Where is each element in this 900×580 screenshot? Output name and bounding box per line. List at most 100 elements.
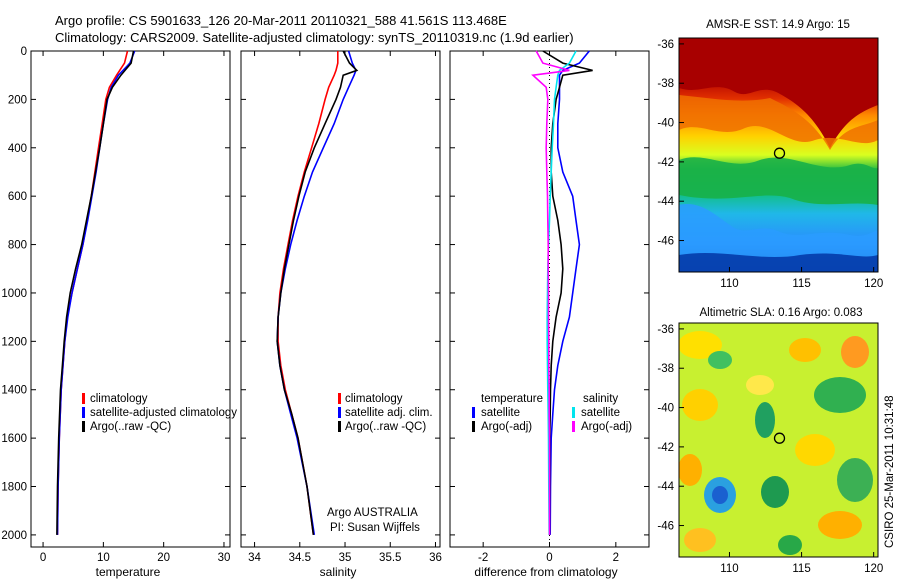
- sla-feature: [679, 331, 722, 359]
- sst-map-ytick-label: -38: [657, 78, 674, 90]
- salinity-profile-xtick-label: 35.5: [379, 552, 401, 564]
- legend-swatch-satellite-adjusted: [82, 407, 85, 418]
- legend-label-temp-satellite: satellite: [481, 407, 520, 419]
- difference-profile-series-salinity-argo-adj-: [531, 50, 570, 535]
- header-line-2: Climatology: CARS2009. Satellite-adjuste…: [55, 30, 574, 45]
- sla-map-ytick-label: -40: [657, 403, 674, 415]
- sst-map-ytick-label: -42: [657, 157, 674, 169]
- legend-label-satellite-adjusted: satellite-adjusted climatology: [90, 407, 237, 419]
- difference-legend: temperature satellite Argo(-adj) salinit…: [472, 393, 632, 433]
- sla-feature: [837, 458, 873, 502]
- annotation-pi: PI: Susan Wijffels: [330, 522, 420, 534]
- sla-map-ytick-label: -36: [657, 324, 674, 336]
- legend-label-sal-satellite: satellite: [581, 407, 620, 419]
- legend-swatch-climatology: [338, 393, 341, 404]
- salinity-profile-xtick-label: 34: [248, 552, 261, 564]
- sla-map-xtick-label: 115: [792, 563, 810, 575]
- depth-tick-label: 1600: [1, 433, 27, 445]
- difference-profile-xtick-label: 0: [546, 552, 552, 564]
- difference-profile-series-temperature-argo-adj-: [542, 50, 593, 535]
- legend-swatch-argo: [338, 421, 341, 432]
- credit-stamp: CSIRO 25-Mar-2011 10:31:48: [884, 395, 896, 548]
- sla-map: [679, 323, 878, 557]
- sla-feature: [814, 377, 866, 413]
- legend-label-argo: Argo(..raw -QC): [345, 421, 426, 433]
- legend-title-salinity: salinity: [583, 393, 618, 405]
- salinity-axis-label: salinity: [320, 565, 357, 579]
- difference-profile-series-salinity-satellite: [546, 50, 577, 535]
- sla-feature: [789, 338, 821, 362]
- difference-axis-label: difference from climatology: [474, 565, 617, 579]
- salinity-profile-xtick-label: 34.5: [289, 552, 311, 564]
- depth-tick-label: 1800: [1, 482, 27, 494]
- sla-feature: [708, 351, 732, 369]
- sla-feature: [712, 486, 728, 504]
- sst-map-ytick-label: -40: [657, 118, 674, 130]
- depth-tick-label: 200: [8, 94, 27, 106]
- sst-map-xtick-label: 110: [720, 278, 738, 290]
- legend-label-satellite-adj: satellite adj. clim.: [345, 407, 433, 419]
- sla-feature: [682, 389, 718, 421]
- temperature-profile-xtick-label: 10: [97, 552, 110, 564]
- legend-swatch-sal-satellite: [572, 407, 575, 418]
- sla-feature: [755, 402, 775, 438]
- legend-swatch-temp-satellite: [472, 407, 475, 418]
- temperature-profile-xtick-label: 20: [157, 552, 170, 564]
- legend-title-temperature: temperature: [481, 393, 543, 405]
- sst-map-title: AMSR-E SST: 14.9 Argo: 15: [706, 19, 850, 31]
- temperature-axis-label: temperature: [96, 565, 161, 579]
- sla-map-xtick-label: 110: [720, 563, 738, 575]
- sla-feature: [818, 511, 862, 539]
- temperature-profile-xtick-label: 30: [218, 552, 231, 564]
- sla-feature: [778, 535, 802, 555]
- sla-map-ytick-label: -38: [657, 363, 674, 375]
- legend-label-sal-argo: Argo(-adj): [581, 421, 632, 433]
- legend-swatch-temp-argo: [472, 421, 475, 432]
- depth-tick-label: 1200: [1, 336, 27, 348]
- temperature-panel: [30, 50, 231, 548]
- legend-swatch-climatology: [82, 393, 85, 404]
- sla-feature: [679, 454, 702, 486]
- legend-label-temp-argo: Argo(-adj): [481, 421, 532, 433]
- sla-map-xtick-label: 120: [864, 563, 883, 575]
- difference-profile-xtick-label: -2: [478, 552, 488, 564]
- sst-argo-marker: [773, 147, 786, 159]
- sst-cold-edge: [679, 252, 878, 272]
- sla-map-ytick-label: -42: [657, 442, 674, 454]
- temperature-profile-xtick-label: 0: [40, 552, 46, 564]
- depth-tick-label: 800: [8, 240, 27, 252]
- difference-profile-series-temperature-satellite: [549, 50, 590, 535]
- sst-map: [679, 38, 878, 272]
- annotation-argo-australia: Argo AUSTRALIA: [327, 507, 418, 519]
- sst-map-ytick-label: -44: [657, 196, 674, 208]
- depth-tick-label: 1000: [1, 288, 27, 300]
- salinity-panel: [240, 50, 441, 548]
- sla-feature: [746, 375, 774, 395]
- depth-tick-label: 400: [8, 143, 27, 155]
- sst-warm-front: [679, 38, 878, 148]
- sst-map-ytick-label: -46: [657, 236, 674, 248]
- sst-map-xtick-label: 115: [792, 278, 810, 290]
- depth-tick-label: 2000: [1, 530, 27, 542]
- header-line-1: Argo profile: CS 5901633_126 20-Mar-2011…: [55, 13, 507, 28]
- sla-map-ytick-label: -44: [657, 481, 674, 493]
- sla-argo-marker: [773, 432, 786, 444]
- temperature-legend: climatology satellite-adjusted climatolo…: [82, 393, 237, 433]
- legend-swatch-satellite-adj: [338, 407, 341, 418]
- legend-swatch-sal-argo: [572, 421, 575, 432]
- sst-map-ytick-label: -36: [657, 39, 674, 51]
- difference-profile-xtick-label: 2: [613, 552, 619, 564]
- legend-label-climatology: climatology: [90, 393, 148, 405]
- sla-feature: [795, 434, 835, 466]
- sla-map-title: Altimetric SLA: 0.16 Argo: 0.083: [699, 307, 862, 319]
- salinity-legend: climatology satellite adj. clim. Argo(..…: [338, 393, 433, 433]
- depth-tick-label: 0: [21, 46, 27, 58]
- sla-feature: [761, 476, 789, 508]
- depth-tick-label: 600: [8, 191, 27, 203]
- temperature-profile-series-argo-raw-qc-: [56, 50, 135, 535]
- salinity-profile-xtick-label: 36: [429, 552, 442, 564]
- sla-feature: [684, 528, 716, 552]
- sst-green-band: [679, 157, 878, 205]
- sst-map-xtick-label: 120: [864, 278, 883, 290]
